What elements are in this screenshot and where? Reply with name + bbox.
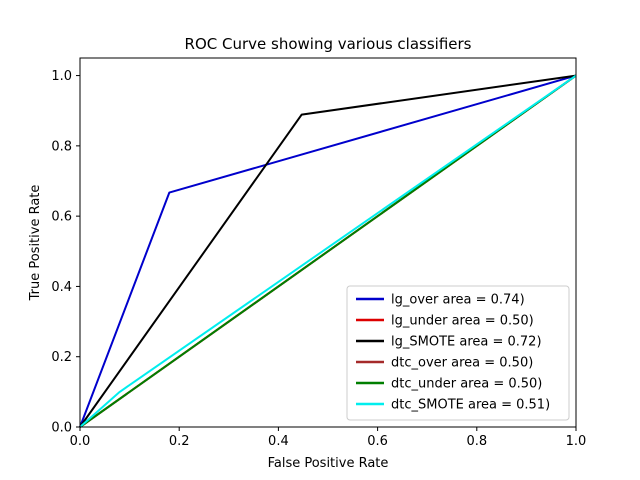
y-tick-label: 0.2 (51, 350, 72, 365)
series-line-5 (79, 74, 577, 428)
y-axis-label: True Positive Rate (28, 185, 43, 302)
series-line-0 (79, 74, 577, 428)
x-tick-label: 0.4 (268, 434, 289, 449)
legend-label: dtc_under area = 0.50) (391, 377, 542, 392)
plot-frame (79, 57, 577, 428)
y-tick-label: 0.6 (51, 210, 72, 225)
legend: lg_over area = 0.74) lg_under area = 0.50… (346, 285, 570, 421)
legend-label: dtc_over area = 0.50) (391, 356, 533, 371)
x-tick-label: 0.8 (466, 434, 487, 449)
x-tick-label: 0.0 (70, 434, 91, 449)
x-tick-label: 1.0 (566, 434, 587, 449)
x-axis: 0.0 0.2 0.4 0.6 0.8 1.0 (70, 427, 587, 449)
legend-label: lg_SMOTE area = 0.72) (391, 335, 542, 350)
legend-label: lg_under area = 0.50) (391, 314, 534, 329)
legend-label: lg_over area = 0.74) (391, 293, 525, 308)
y-tick-label: 0.0 (51, 421, 72, 436)
legend-label: dtc_SMOTE area = 0.51) (391, 398, 550, 413)
series-line-2 (79, 74, 577, 428)
chart-title: ROC Curve showing various classifiers (185, 35, 472, 53)
x-tick-label: 0.2 (169, 434, 190, 449)
series-line-4 (79, 74, 577, 428)
x-tick-label: 0.6 (367, 434, 388, 449)
x-axis-label: False Positive Rate (268, 456, 389, 471)
legend-box (346, 285, 570, 421)
y-tick-label: 0.4 (51, 280, 72, 295)
y-axis: 0.0 0.2 0.4 0.6 0.8 1.0 (51, 69, 80, 436)
y-tick-label: 1.0 (51, 69, 72, 84)
plot-lines (79, 74, 577, 428)
y-tick-label: 0.8 (51, 139, 72, 154)
